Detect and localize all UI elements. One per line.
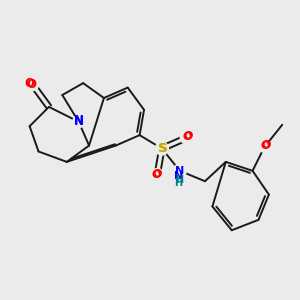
Circle shape — [27, 79, 38, 91]
Text: O: O — [152, 169, 161, 179]
Text: O: O — [151, 170, 160, 180]
Circle shape — [259, 142, 270, 152]
Text: S: S — [158, 142, 166, 155]
Text: S: S — [158, 142, 167, 155]
Text: H: H — [175, 175, 183, 185]
Text: N: N — [74, 114, 84, 127]
Text: O: O — [182, 132, 192, 142]
Text: H: H — [174, 178, 182, 188]
Circle shape — [155, 142, 168, 155]
Text: N: N — [175, 166, 184, 176]
Text: N: N — [174, 171, 183, 181]
Text: N: N — [74, 115, 84, 128]
Text: O: O — [183, 131, 193, 141]
Circle shape — [173, 164, 186, 177]
Text: O: O — [260, 140, 270, 151]
Circle shape — [180, 133, 191, 143]
Circle shape — [73, 116, 85, 128]
Text: O: O — [261, 140, 271, 150]
Text: O: O — [26, 77, 36, 91]
Circle shape — [152, 168, 163, 179]
Text: O: O — [24, 76, 34, 90]
